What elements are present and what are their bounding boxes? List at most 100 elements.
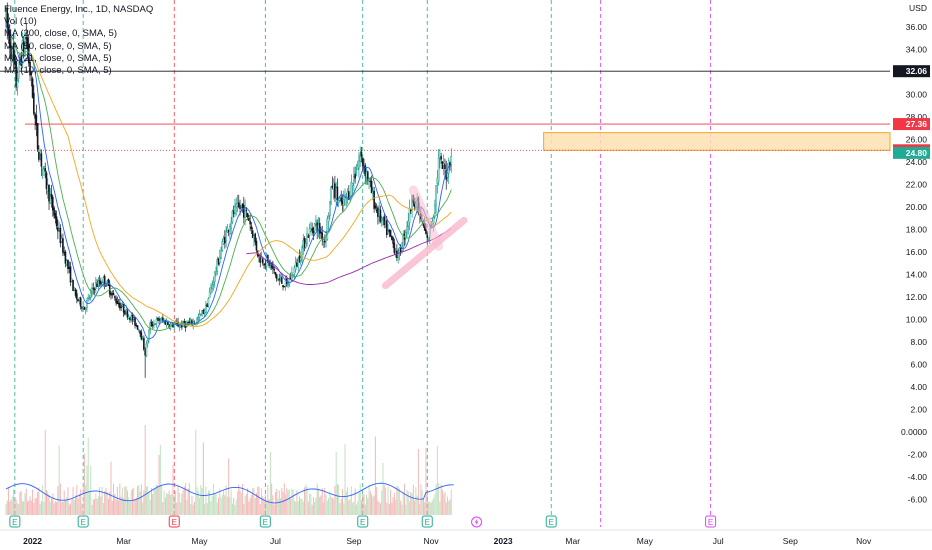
earnings-marker-red-label: E [172, 518, 177, 527]
candle-body [355, 172, 358, 175]
earnings-marker-red [168, 515, 180, 528]
candle-body [296, 262, 298, 267]
volume-bar [415, 487, 417, 515]
volume-bar [70, 503, 72, 515]
legend-ma-200[interactable]: MA (200, close, 0, SMA, 5) [4, 28, 117, 40]
x-tick-label: May [192, 536, 209, 546]
candle-body [138, 329, 140, 331]
event-markers[interactable]: E E E E E EE E [9, 515, 717, 528]
candle-body [437, 157, 440, 182]
candle-body [382, 217, 384, 219]
candle-body [264, 262, 267, 265]
volume-bar [280, 498, 282, 515]
volume-bar [424, 502, 426, 515]
volume-bar [269, 452, 271, 515]
volume-bar [88, 491, 90, 515]
volume-bar [159, 444, 161, 515]
volume-bar [223, 490, 225, 515]
candle-body [78, 297, 81, 300]
candle-body [351, 183, 354, 186]
volume-bar [193, 501, 195, 515]
y-tick-label: 24.00 [906, 157, 928, 167]
volume-bar [181, 493, 183, 515]
candle-body [217, 258, 220, 265]
volume-bar [130, 490, 132, 515]
volume-bar [53, 503, 55, 515]
volume-bar [220, 497, 222, 515]
candle-body [86, 300, 88, 308]
volume-bar [167, 493, 169, 515]
y-tick-label: 20.00 [906, 202, 928, 212]
candle-body [277, 279, 279, 281]
candle-body [435, 185, 437, 205]
volume-bar [24, 493, 26, 515]
candle-body [350, 182, 353, 196]
candle-body [366, 171, 369, 182]
volume-bar [226, 496, 228, 515]
candle-body [407, 220, 410, 227]
volume-bar [105, 487, 107, 515]
horizontal-levels[interactable] [0, 70, 890, 151]
volume-bar [187, 488, 189, 515]
candle-body [274, 271, 277, 275]
volume-bar [16, 502, 18, 515]
legend-volume[interactable]: Vol (10) [4, 16, 37, 28]
volume-bar [173, 495, 175, 515]
candle-body [322, 239, 325, 242]
candle-body [200, 313, 202, 315]
legend-ma-10[interactable]: MA (10, close, 0, SMA, 5) [4, 64, 112, 76]
price-tag [893, 146, 930, 159]
volume-bar [182, 489, 184, 515]
candle-body [305, 242, 307, 248]
price-axis[interactable]: USD36.0034.0032.0030.0028.0026.0024.0022… [893, 3, 930, 504]
y-tick-label: 6.00 [910, 359, 927, 369]
candle-body [321, 232, 324, 241]
volume-bar [291, 489, 293, 515]
volume-bar [334, 485, 336, 515]
earnings-marker-label: E [80, 518, 85, 527]
legend-ma-50[interactable]: MA (50, close, 0, SMA, 5) [4, 40, 112, 52]
time-axis[interactable]: 2022 Mar May Jul Sep Nov 2023 Mar May Jul Sep Nov [0, 529, 932, 546]
volume-bar [109, 491, 111, 515]
volume-bar [296, 490, 298, 515]
x-tick-label: Mar [116, 536, 131, 546]
candle-body [306, 233, 308, 244]
chart-title[interactable]: Fluence Energy, Inc., 1D, NASDAQ [4, 4, 154, 15]
candle-body [326, 218, 329, 240]
candle-body [155, 319, 158, 325]
candle-body [446, 173, 449, 178]
volume-bar [63, 490, 65, 515]
candle-body [389, 229, 392, 237]
volume-bar [140, 484, 142, 515]
volume-bar [40, 500, 42, 515]
volume-bar [143, 490, 145, 515]
volume-bar [349, 498, 351, 515]
volume-bar [446, 496, 448, 515]
candle-body [206, 303, 208, 308]
y-tick-label: 28.00 [906, 112, 928, 122]
candle-body [72, 280, 74, 292]
volume-bar [431, 500, 433, 515]
resistance-zone-box[interactable] [543, 132, 891, 151]
candle-body [236, 202, 239, 206]
candle-body [320, 231, 322, 234]
volume-bar [392, 497, 394, 515]
candle-body [131, 314, 134, 321]
volume-bar [171, 493, 173, 515]
volume-bar [383, 484, 385, 515]
candle-body [119, 302, 121, 309]
candle-body [189, 319, 192, 322]
candle-body [149, 322, 152, 331]
volume-bar [195, 429, 197, 515]
candle-body [148, 330, 150, 340]
candle-body [307, 235, 310, 238]
earnings-marker-label: E [360, 518, 365, 527]
legend-ma-21[interactable]: MA (21, close, 0, SMA, 5) [4, 52, 112, 64]
candle-body [260, 257, 263, 262]
volume-bar [218, 497, 220, 515]
candle-body [280, 277, 283, 284]
volume-bar [15, 499, 17, 515]
volume-bar [13, 489, 15, 515]
trendline-highlight[interactable] [382, 185, 468, 290]
